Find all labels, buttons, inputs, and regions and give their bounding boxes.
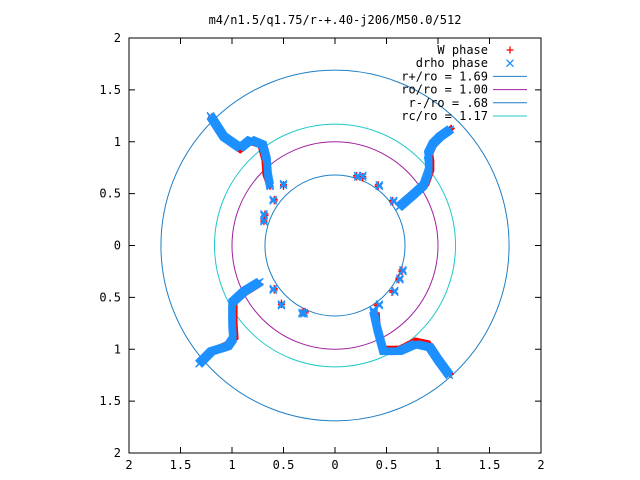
inner-point-1-9 <box>298 310 306 318</box>
inner-point-1-6 <box>390 288 399 297</box>
inner-point-b-1-9 <box>298 308 306 317</box>
y-tick-label: 1.5 <box>99 83 121 97</box>
inner-point-1-4 <box>399 267 407 276</box>
inner-point-b-1-10 <box>277 300 286 309</box>
x-tick-label: 1.5 <box>170 458 192 472</box>
x-tick-label: 0.5 <box>273 458 295 472</box>
legend-label-0: W phase <box>437 43 488 57</box>
x-tick-label: 1 <box>434 458 441 472</box>
legend-label-5: rc/ro = 1.17 <box>401 109 488 123</box>
chart-title: m4/n1.5/q1.75/r-+.40-j206/M50.0/512 <box>209 13 462 27</box>
inner-point-b-1-6 <box>390 286 399 295</box>
point-1-3-155 <box>369 305 378 314</box>
points-layer <box>195 111 455 380</box>
y-tick-label: 1 <box>114 135 121 149</box>
inner-point-b-1-2 <box>375 180 384 189</box>
inner-point-b-1-1 <box>358 171 367 180</box>
y-tick-label: 2 <box>114 446 121 460</box>
inner-point-b-1-15 <box>279 179 288 188</box>
x-tick-label: 0 <box>331 458 338 472</box>
x-tick-label: 1 <box>228 458 235 472</box>
x-tick-label: 2 <box>537 458 544 472</box>
y-tick-label: 2 <box>114 31 121 45</box>
inner-point-b-1-3 <box>389 196 398 205</box>
circle-0 <box>160 69 510 422</box>
axis-ticks: 2 1.5 1 0.5 0 0.5 1 1.5 221.510.500.511.52 <box>99 31 544 472</box>
inner-point-b-1-13 <box>259 216 268 225</box>
inner-point-b-1-7 <box>375 300 384 309</box>
y-tick-label: 1 <box>114 342 121 356</box>
point-1-2-141 <box>255 277 264 286</box>
inner-point-1-1 <box>358 173 367 181</box>
inner-point-b-1-14 <box>269 195 278 204</box>
x-tick-label: 1.5 <box>479 458 501 472</box>
inner-point-b-1-5 <box>395 274 404 283</box>
inner-point-1-7 <box>375 301 384 310</box>
circle-3 <box>213 123 457 368</box>
y-tick-label: 0.5 <box>99 187 121 201</box>
inner-point-b-1-4 <box>399 265 407 274</box>
point-1-1-141 <box>206 111 215 120</box>
circle-1 <box>231 141 439 350</box>
legend-label-3: ro/ro = 1.00 <box>401 83 488 97</box>
inner-point-1-2 <box>375 182 384 191</box>
legend-symbol-0 <box>506 46 514 54</box>
y-tick-label: 0.5 <box>99 290 121 304</box>
x-tick-label: 0.5 <box>376 458 398 472</box>
inner-point-1-3 <box>389 197 398 206</box>
circle-2 <box>264 174 406 317</box>
legend-label-2: r+/ro = 1.69 <box>401 69 488 83</box>
inner-point-b-1-11 <box>269 284 278 293</box>
legend-label-4: r-/ro = .68 <box>409 96 488 110</box>
inner-point-1-10 <box>277 301 286 310</box>
inner-point-1-13 <box>259 217 268 226</box>
y-tick-label: 1.5 <box>99 394 121 408</box>
circles-layer <box>160 69 510 422</box>
legend-symbol-1 <box>506 59 514 68</box>
y-tick-label: 0 <box>114 239 121 253</box>
inner-point-1-11 <box>269 286 278 295</box>
legend-label-1: drho phase <box>416 56 488 70</box>
inner-point-b-1-12 <box>259 209 268 218</box>
x-tick-label: 2 <box>125 458 132 472</box>
inner-point-1-14 <box>269 196 278 205</box>
inner-point-1-15 <box>279 181 288 190</box>
inner-point-1-5 <box>395 275 404 284</box>
